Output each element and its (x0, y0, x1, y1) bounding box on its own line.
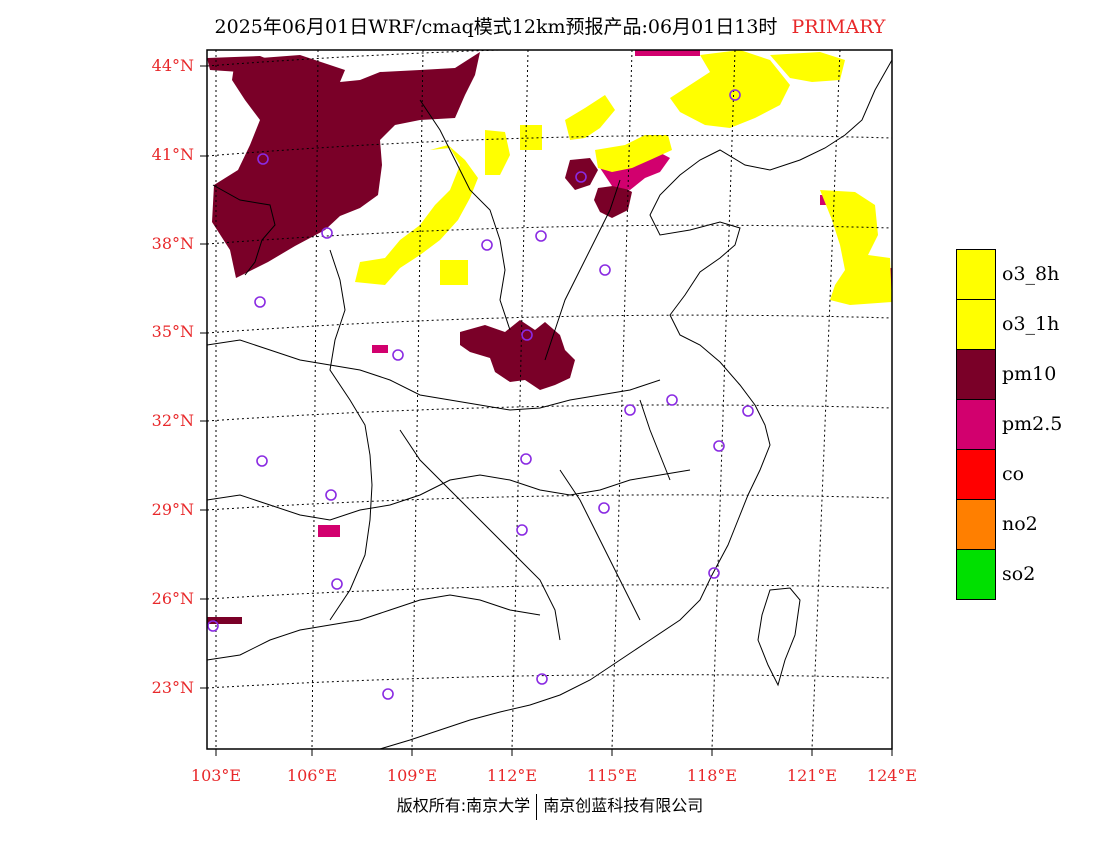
copyright-footer: 版权所有:南京大学 南京创蓝科技有限公司 (0, 792, 1100, 820)
tick-marks (200, 65, 893, 756)
legend-swatch (956, 549, 996, 600)
legend-label: no2 (1002, 513, 1038, 535)
lon-label-106: 106°E (286, 766, 338, 785)
lat-label-23: 23°N (151, 678, 194, 697)
title-text: 2025年06月01日WRF/cmaq模式12km预报产品:06月01日13时 (214, 16, 778, 38)
legend-swatch (956, 249, 996, 300)
lon-label-115: 115°E (586, 766, 638, 785)
graticule (207, 50, 892, 749)
lon-label-103: 103°E (190, 766, 242, 785)
lat-label-38: 38°N (151, 234, 194, 253)
lon-label-109: 109°E (386, 766, 438, 785)
o3-region-north-arc (355, 145, 478, 285)
o3-region-small (520, 125, 542, 150)
pm10-region-southwest-edge (207, 617, 242, 624)
pm10-region-north (565, 158, 598, 190)
lon-label-121: 121°E (786, 766, 838, 785)
boundaries (207, 59, 892, 749)
lon-label-124: 124°E (866, 766, 918, 785)
legend-label: pm2.5 (1002, 413, 1063, 435)
station-markers (207, 89, 754, 700)
legend-label: o3_8h (1002, 263, 1060, 285)
o3-region-northeast-2 (770, 52, 845, 82)
legend-label: o3_1h (1002, 313, 1060, 335)
legend-label: so2 (1002, 563, 1036, 585)
legend-label: co (1002, 463, 1025, 485)
o3-region-small-2 (440, 260, 468, 285)
pm25-region-top (635, 50, 700, 56)
pm10-region-northwest (212, 52, 480, 278)
lat-label-29: 29°N (151, 500, 194, 519)
pm25-region-sichuan (372, 345, 388, 353)
lon-label-112: 112°E (486, 766, 538, 785)
pm10-region-central (460, 320, 575, 390)
copyright-left: 版权所有:南京大学 (396, 796, 531, 815)
lat-label-32: 32°N (151, 411, 194, 430)
o3-region-ne-coast (820, 190, 892, 305)
o3-region-beijing (595, 135, 672, 172)
lat-label-44: 44°N (151, 56, 194, 75)
legend-swatch (956, 499, 996, 550)
legend-label: pm10 (1002, 363, 1057, 385)
copyright-divider (536, 793, 538, 820)
primary-tag: PRIMARY (791, 16, 886, 38)
lat-label-41: 41°N (151, 145, 194, 164)
o3-region-east (565, 95, 615, 140)
o3-region-mid (485, 130, 510, 175)
copyright-right: 南京创蓝科技有限公司 (543, 796, 704, 815)
lon-label-118: 118°E (686, 766, 738, 785)
map-title: 2025年06月01日WRF/cmaq模式12km预报产品:06月01日13时 P… (0, 12, 1100, 39)
legend-swatch (956, 349, 996, 400)
pm10-region-top-left (207, 56, 280, 72)
pm25-region-north (600, 150, 670, 190)
lat-label-35: 35°N (151, 322, 194, 341)
map-frame (206, 49, 893, 750)
legend-swatch (956, 299, 996, 350)
o3-region-northeast (670, 50, 790, 128)
lat-label-26: 26°N (151, 589, 194, 608)
pm25-region-hunan (318, 525, 340, 537)
legend-swatch (956, 449, 996, 500)
legend-swatch (956, 399, 996, 450)
